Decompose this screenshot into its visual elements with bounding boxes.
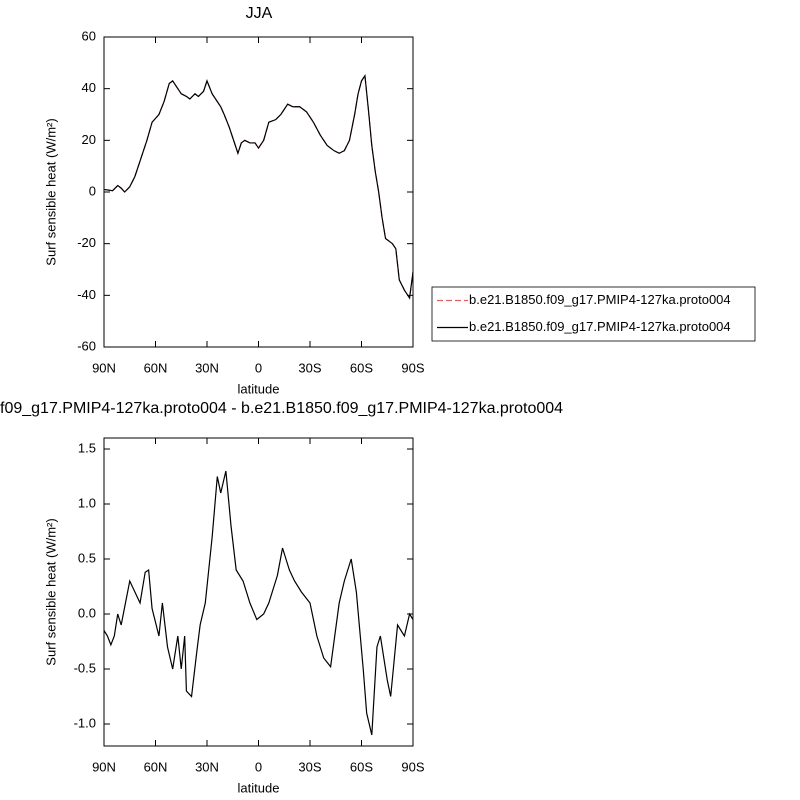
data-line: [103, 470, 414, 736]
y-tick-label: -0.5: [74, 660, 96, 675]
y-tick-label: 1.0: [78, 495, 96, 510]
y-tick-label: -40: [77, 287, 96, 302]
x-tick-label: 90S: [401, 360, 424, 375]
x-tick-label: 30S: [298, 360, 321, 375]
legend-label: b.e21.B1850.f09_g17.PMIP4-127ka.proto004: [469, 319, 731, 334]
x-tick-label: 30N: [195, 360, 219, 375]
x-tick-label: 0: [255, 360, 262, 375]
legend-label: b.e21.B1850.f09_g17.PMIP4-127ka.proto004: [469, 292, 731, 307]
chart-title: JJA: [246, 5, 273, 22]
x-axis-label: latitude: [238, 780, 280, 795]
y-tick-label: -1.0: [74, 715, 96, 730]
y-tick-label: 1.5: [78, 440, 96, 455]
x-tick-label: 30N: [195, 759, 219, 774]
legend-box: [431, 286, 756, 342]
y-tick-label: 0.0: [78, 605, 96, 620]
x-tick-label: 90S: [401, 759, 424, 774]
y-tick-label: 60: [82, 28, 96, 43]
x-tick-label: 0: [255, 759, 262, 774]
x-tick-label: 90N: [92, 360, 116, 375]
y-tick-label: -20: [77, 235, 96, 250]
y-tick-label: 0.5: [78, 550, 96, 565]
y-tick-label: 0: [89, 183, 96, 198]
y-tick-label: 20: [82, 132, 96, 147]
y-axis-label: Surf sensible heat (W/m²): [43, 518, 58, 665]
data-line: [103, 74, 414, 300]
plot-frame: [103, 36, 414, 348]
data-line: [103, 74, 414, 300]
y-tick-label: -60: [77, 338, 96, 353]
x-tick-label: 60N: [144, 360, 168, 375]
x-tick-label: 90N: [92, 759, 116, 774]
x-tick-label: 60S: [350, 759, 373, 774]
x-tick-label: 30S: [298, 759, 321, 774]
x-tick-label: 60N: [144, 759, 168, 774]
chart-title: f09_g17.PMIP4-127ka.proto004 - b.e21.B18…: [0, 400, 563, 417]
x-axis-label: latitude: [238, 381, 280, 396]
x-tick-label: 60S: [350, 360, 373, 375]
y-tick-label: 40: [82, 80, 96, 95]
y-axis-label: Surf sensible heat (W/m²): [43, 118, 58, 265]
